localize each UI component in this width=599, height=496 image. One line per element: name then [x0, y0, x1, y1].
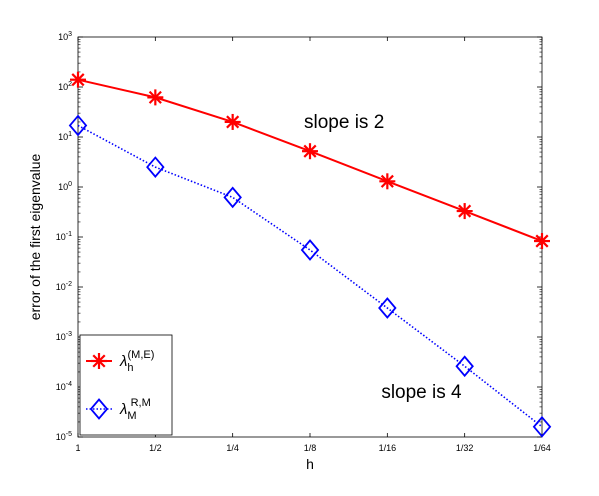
y-tick-label: 10-5	[56, 431, 72, 442]
x-tick-label: 1/32	[456, 443, 474, 453]
x-tick-label: 1/8	[304, 443, 317, 453]
x-tick-label: 1	[75, 443, 80, 453]
series-1-point	[68, 114, 88, 137]
y-tick-label-base: 10	[58, 132, 68, 142]
series-1-line	[77, 124, 543, 428]
series-1-point	[223, 186, 242, 209]
y-tick-label-base: 10	[56, 282, 66, 292]
y-tick-label-base: 10	[58, 182, 68, 192]
series-0-point	[147, 89, 164, 106]
y-axis-label: error of the first eigenvalue	[27, 154, 43, 321]
x-tick-label: 1/4	[226, 443, 239, 453]
series-1-point	[455, 355, 474, 378]
series-0-point	[379, 173, 396, 190]
y-tick-label-exponent: 2	[68, 81, 72, 88]
annotation-slope-2: slope is 2	[304, 112, 384, 133]
y-tick-label-exponent: -5	[66, 431, 72, 438]
y-tick-label-exponent: 1	[68, 131, 72, 138]
ticks-layer: 1 1/2 1/4 1/8 1/16 1/32 1/6410310210110010-110…	[56, 31, 551, 453]
y-tick-label-base: 10	[56, 382, 66, 392]
y-tick-label-exponent: 3	[68, 31, 72, 38]
legend-superscript: R,M	[131, 397, 151, 409]
x-tick-label: 1/16	[379, 443, 397, 453]
y-tick-label: 101	[58, 131, 72, 142]
y-tick-label: 10-4	[56, 381, 72, 392]
y-tick-label: 102	[58, 81, 72, 92]
series-0-point	[456, 203, 473, 220]
y-tick-label-base: 10	[56, 232, 66, 242]
y-tick-label: 10-2	[56, 281, 72, 292]
y-tick-label-exponent: -4	[66, 381, 72, 388]
series-layer	[68, 71, 552, 438]
legend: λh(M,E)λMR,M	[79, 334, 173, 436]
legend-box	[79, 334, 173, 436]
legend-subscript: h	[127, 362, 133, 374]
y-tick-label: 103	[58, 31, 72, 42]
y-tick-label-exponent: -2	[66, 281, 72, 288]
legend-symbol: λ	[119, 401, 127, 418]
y-tick-label-base: 10	[58, 32, 68, 42]
series-1-point	[378, 297, 397, 319]
annotation-slope-4: slope is 4	[381, 382, 462, 403]
y-tick-label: 10-1	[56, 231, 72, 242]
x-axis-label: h	[306, 456, 314, 472]
series-0-point	[70, 71, 86, 88]
legend-marker-0	[91, 353, 107, 369]
x-tick-label: 1/64	[533, 443, 551, 453]
legend-label-0: λh(M,E)	[119, 349, 154, 374]
y-tick-label: 10-3	[56, 331, 72, 342]
legend-marker-1	[89, 398, 109, 420]
legend-label-1: λMR,M	[119, 397, 151, 422]
y-tick-label-exponent: -1	[66, 231, 72, 238]
series-1-point	[532, 415, 552, 438]
legend-superscript: (M,E)	[128, 349, 155, 361]
y-tick-label-base: 10	[56, 432, 66, 442]
x-tick-label: 1/2	[149, 443, 162, 453]
series-1-point	[146, 156, 165, 178]
series-0-point	[534, 233, 550, 250]
y-tick-label-base: 10	[58, 82, 68, 92]
y-tick-label: 100	[58, 181, 72, 192]
series-0-point	[224, 113, 241, 130]
legend-subscript: M	[127, 410, 136, 422]
series-0-point	[302, 143, 318, 160]
legend-symbol: λ	[119, 353, 127, 370]
y-tick-label-exponent: 0	[68, 181, 72, 188]
y-tick-label-base: 10	[56, 332, 66, 342]
series-1-point	[300, 239, 320, 261]
y-tick-label-exponent: -3	[66, 331, 72, 338]
